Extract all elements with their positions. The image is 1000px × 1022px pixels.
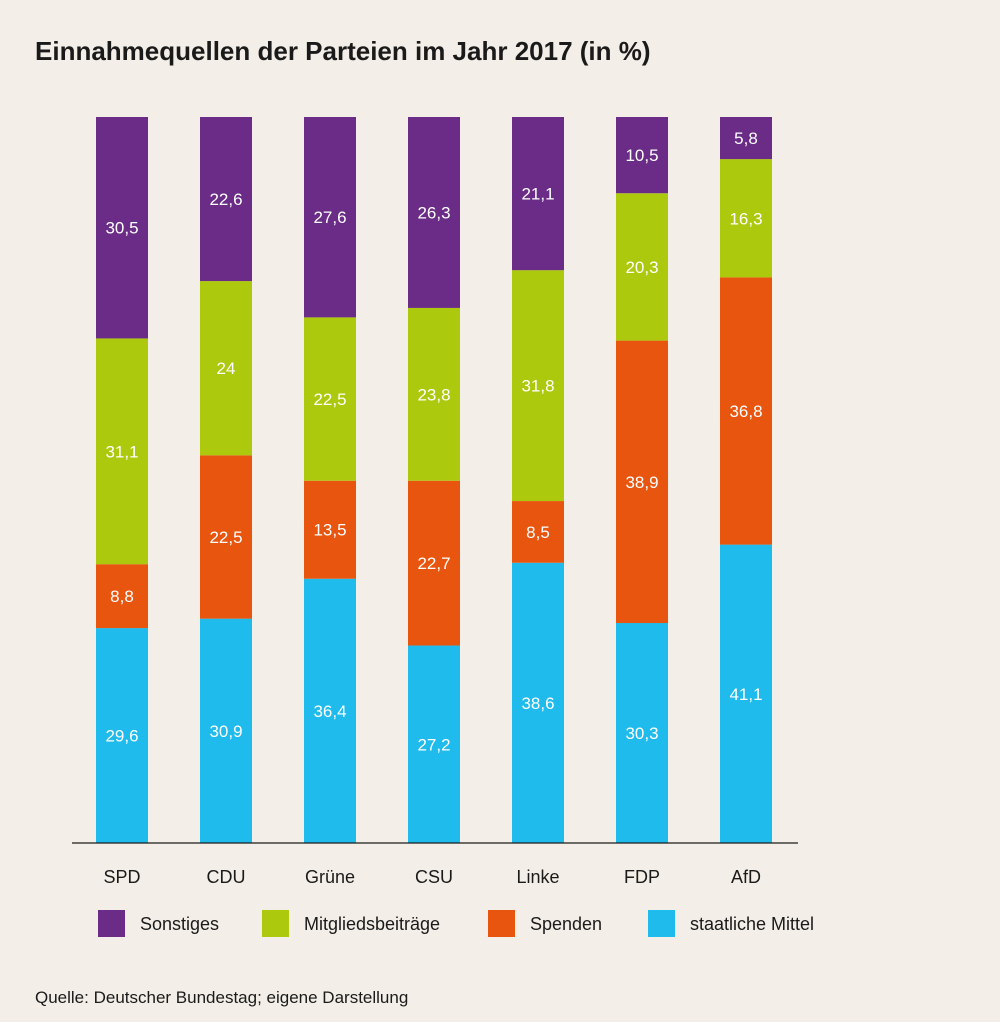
legend-swatch [98, 910, 125, 937]
bar-segment [616, 193, 668, 341]
data-label: 38,6 [521, 694, 554, 713]
data-label: 36,4 [313, 702, 346, 721]
data-label: 13,5 [313, 521, 346, 540]
data-label: 26,3 [417, 203, 450, 222]
data-label: 30,3 [625, 724, 658, 743]
legend-label: Mitgliedsbeiträge [304, 914, 440, 934]
legend-label: staatliche Mittel [690, 914, 814, 934]
x-tick-label: Grüne [305, 867, 355, 887]
data-label: 27,6 [313, 208, 346, 227]
bar-segment [96, 628, 148, 843]
data-label: 8,8 [110, 587, 134, 606]
bar-segment [96, 117, 148, 339]
data-label: 29,6 [105, 727, 138, 746]
bar-segment [616, 623, 668, 843]
data-label: 22,5 [313, 390, 346, 409]
x-tick-label: FDP [624, 867, 660, 887]
bar-segment [408, 480, 460, 646]
legend-swatch [488, 910, 515, 937]
x-tick-label: AfD [731, 867, 761, 887]
data-label: 8,5 [526, 523, 550, 542]
bar-segment [200, 618, 252, 843]
bar-segment [200, 455, 252, 619]
data-label: 41,1 [729, 685, 762, 704]
data-label: 31,1 [105, 442, 138, 461]
legend-swatch [648, 910, 675, 937]
legend-swatch [262, 910, 289, 937]
data-label: 23,8 [417, 385, 450, 404]
data-label: 16,3 [729, 209, 762, 228]
bar-segment [720, 159, 772, 278]
legend-label: Spenden [530, 914, 602, 934]
x-tick-label: SPD [103, 867, 140, 887]
data-label: 22,5 [209, 528, 242, 547]
x-tick-label: CSU [415, 867, 453, 887]
legend-label: Sonstiges [140, 914, 219, 934]
chart-title: Einnahmequellen der Parteien im Jahr 201… [35, 36, 651, 66]
data-label: 22,7 [417, 554, 450, 573]
bar-segment [304, 480, 356, 579]
data-label: 24 [217, 359, 236, 378]
data-label: 36,8 [729, 402, 762, 421]
bar-segment [512, 117, 564, 271]
bar-segment [200, 281, 252, 456]
data-label: 27,2 [417, 735, 450, 754]
bar-segment [304, 117, 356, 318]
bar-segment [304, 317, 356, 481]
bar-segment [720, 544, 772, 843]
x-tick-label: CDU [207, 867, 246, 887]
data-label: 30,5 [105, 219, 138, 238]
bar-segment [616, 117, 668, 194]
data-label: 30,9 [209, 722, 242, 741]
bar-segment [616, 340, 668, 624]
bar-segment [200, 117, 252, 282]
bar-segment [408, 307, 460, 481]
bar-segment [720, 117, 772, 160]
bar-segment [304, 578, 356, 843]
source-note: Quelle: Deutscher Bundestag; eigene Dars… [35, 988, 409, 1007]
bar-segment [512, 501, 564, 563]
data-label: 22,6 [209, 190, 242, 209]
data-label: 21,1 [521, 185, 554, 204]
bar-segment [96, 338, 148, 565]
bar-segment [512, 562, 564, 843]
data-label: 10,5 [625, 146, 658, 165]
bar-segment [96, 564, 148, 629]
data-label: 31,8 [521, 377, 554, 396]
data-label: 5,8 [734, 129, 758, 148]
bar-segment [720, 277, 772, 545]
bar-segment [512, 270, 564, 502]
data-label: 20,3 [625, 258, 658, 277]
x-tick-label: Linke [516, 867, 559, 887]
bar-segment [408, 645, 460, 843]
data-label: 38,9 [625, 473, 658, 492]
bar-segment [408, 117, 460, 308]
